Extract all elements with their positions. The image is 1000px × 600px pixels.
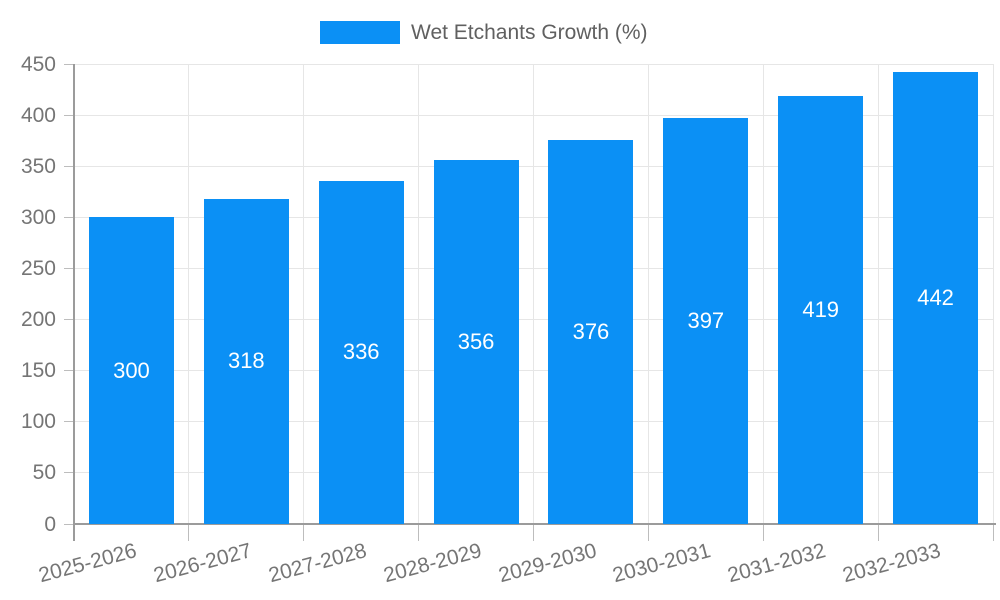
- x-tick-mark: [992, 524, 994, 541]
- y-tick-label: 200: [20, 308, 56, 332]
- y-tick-label: 450: [20, 52, 56, 76]
- x-tick-label: 2025-2026: [36, 539, 140, 588]
- x-tick-mark: [877, 524, 879, 541]
- bar: 318: [203, 198, 289, 524]
- legend[interactable]: Wet Etchants Growth (%): [320, 20, 648, 45]
- x-tick-label: 2029-2030: [495, 539, 599, 588]
- bar-value-label: 300: [113, 357, 150, 383]
- y-tick-mark: [64, 165, 74, 167]
- bar: 442: [893, 72, 979, 524]
- x-tick-label: 2032-2033: [840, 539, 944, 588]
- x-tick-label: 2031-2032: [725, 539, 829, 588]
- gridline-v: [303, 64, 305, 524]
- x-tick-mark: [533, 524, 534, 541]
- bar-value-label: 442: [917, 285, 954, 311]
- y-tick-mark: [64, 472, 74, 474]
- x-tick-mark: [647, 524, 649, 541]
- x-axis-line: [73, 523, 996, 525]
- bar: 300: [88, 217, 174, 524]
- x-tick-label: 2026-2027: [151, 539, 255, 588]
- x-tick-label: 2028-2029: [380, 539, 484, 588]
- bar-value-label: 336: [342, 339, 380, 365]
- y-tick-label: 0: [44, 512, 56, 536]
- gridline-v: [647, 64, 649, 524]
- x-tick-mark: [762, 524, 764, 541]
- bar: 376: [548, 139, 634, 524]
- gridline-v: [533, 64, 534, 524]
- x-tick-mark: [188, 524, 190, 541]
- bar-value-label: 318: [227, 348, 265, 374]
- x-tick-label: 2027-2028: [265, 539, 369, 588]
- x-tick-mark: [418, 524, 420, 541]
- y-tick-mark: [64, 319, 74, 321]
- bar: 336: [318, 180, 404, 524]
- y-tick-mark: [64, 523, 74, 525]
- bar: 419: [778, 95, 864, 524]
- bar-value-label: 419: [802, 296, 840, 322]
- y-tick-mark: [64, 421, 74, 423]
- y-tick-label: 50: [32, 461, 56, 485]
- bar-value-label: 397: [687, 308, 725, 334]
- gridline-v: [188, 64, 190, 524]
- bar-value-label: 356: [457, 329, 495, 355]
- bar: 356: [433, 160, 519, 524]
- gridline-v: [762, 64, 764, 524]
- y-tick-label: 150: [20, 359, 56, 383]
- y-tick-mark: [64, 216, 74, 218]
- y-tick-label: 350: [20, 154, 56, 178]
- gridline-v: [992, 64, 994, 524]
- bar: 397: [663, 118, 749, 524]
- gridline-v: [418, 64, 420, 524]
- y-tick-label: 300: [20, 205, 56, 229]
- x-tick-mark: [303, 524, 305, 541]
- legend-swatch: [320, 21, 400, 44]
- gridline-v: [877, 64, 879, 524]
- y-tick-label: 250: [20, 256, 56, 280]
- y-tick-mark: [64, 114, 74, 116]
- y-tick-mark: [64, 370, 74, 372]
- y-tick-mark: [64, 63, 74, 65]
- x-tick-label: 2030-2031: [610, 539, 714, 588]
- y-tick-label: 100: [20, 410, 56, 434]
- legend-label: Wet Etchants Growth (%): [411, 21, 648, 44]
- y-tick-label: 400: [20, 103, 56, 127]
- y-tick-mark: [64, 267, 74, 269]
- y-axis-line: [73, 64, 75, 541]
- bar-value-label: 376: [572, 318, 610, 344]
